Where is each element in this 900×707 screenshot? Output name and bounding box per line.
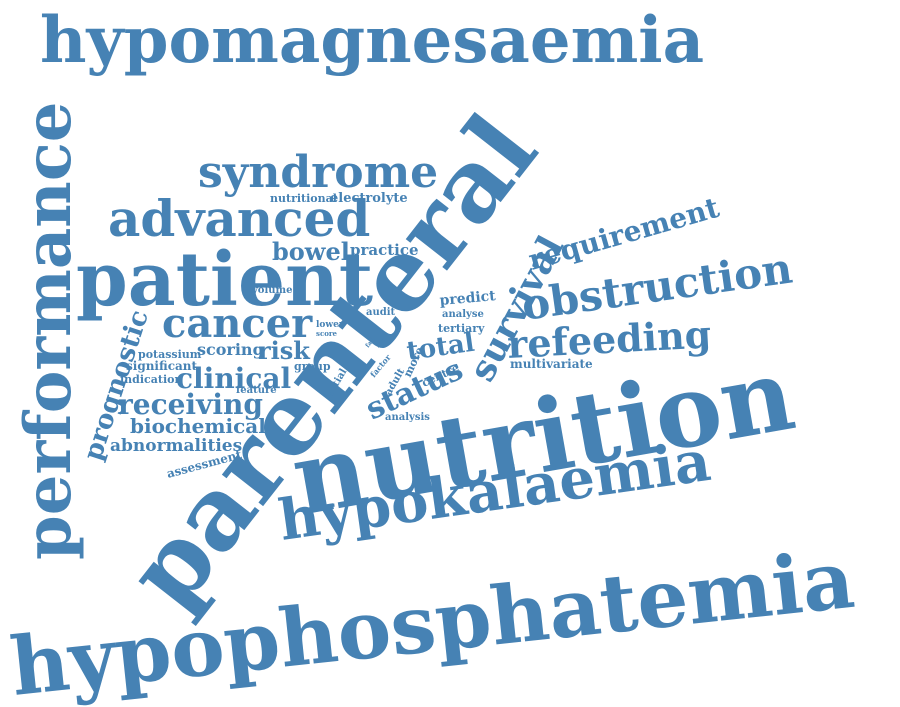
word-syndrome: syndrome [198, 147, 438, 198]
word-practice: practice [350, 241, 419, 259]
word-lower: lower [316, 320, 344, 330]
word-score: score [316, 329, 338, 338]
word-nutritional: nutritional [270, 192, 337, 205]
word-advanced: advanced [108, 189, 370, 248]
word-group: group [294, 360, 331, 373]
word-analyse: analyse [442, 309, 484, 320]
word-refeeding: refeeding [506, 311, 712, 367]
word-feature: feature [236, 385, 277, 396]
word-clinical: clinical [176, 362, 291, 395]
word-scoring: scoring [197, 340, 264, 359]
word-hypomagnesaemia: hypomagnesaemia [40, 3, 704, 78]
word-volume: volume [251, 285, 293, 296]
word-significant: significant [126, 359, 198, 373]
word-receiving: receiving [118, 388, 263, 421]
word-multivariate: multivariate [510, 357, 593, 371]
word-cancer: cancer [162, 300, 313, 347]
word-potassium: potassium [138, 348, 202, 361]
word-bowel: bowel [272, 237, 350, 266]
word-biochemical: biochemical [130, 414, 266, 438]
word-performance: performance [11, 101, 86, 560]
word-abnormalities: abnormalities [110, 436, 242, 456]
word-patient: patient [76, 237, 373, 323]
word-predict: predict [439, 288, 497, 309]
word-risk: risk [258, 336, 311, 365]
word-electrolyte: electrolyte [330, 191, 408, 206]
word-audit: audit [366, 307, 396, 318]
word-indication: indication [120, 373, 182, 386]
word-tertiary: tertiary [438, 322, 485, 335]
word-analysis: analysis [385, 412, 430, 423]
